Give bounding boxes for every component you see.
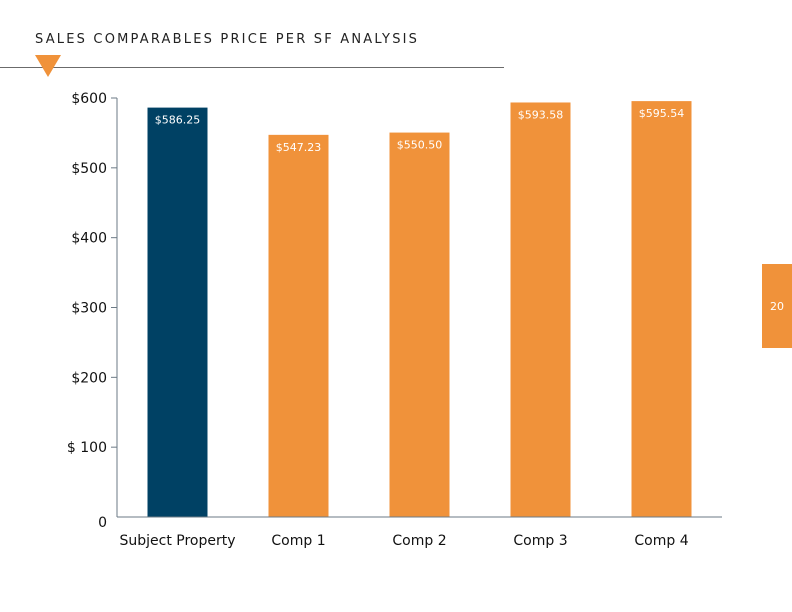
x-category-label: Comp 2 [392, 533, 446, 549]
bar-value-label: $547.23 [276, 141, 322, 154]
y-tick-label: 0 [98, 515, 107, 531]
bar-3 [389, 132, 450, 517]
bar-value-label: $550.50 [397, 139, 443, 152]
bar-value-label: $586.25 [155, 114, 201, 127]
header-divider [0, 67, 504, 68]
page-number-tab: 20 [762, 264, 792, 348]
y-tick-label: $200 [71, 370, 107, 386]
y-tick-label: $600 [71, 91, 107, 107]
bar-5 [631, 101, 692, 517]
x-category-label: Comp 1 [271, 533, 325, 549]
bar-2 [268, 134, 329, 517]
y-axis: 0 $ 100 $200 $300 $400 $500 $600 [67, 91, 118, 531]
y-tick-label: $500 [71, 161, 107, 177]
bar-value-label: $595.54 [639, 107, 685, 120]
bar-value-label: $593.58 [518, 108, 564, 121]
x-category-label: Comp 3 [513, 533, 567, 549]
triangle-marker-icon [35, 55, 61, 77]
bars: $586.25 $547.23 $550.50 $593.58 $595.54 [147, 101, 692, 517]
y-tick-label: $300 [71, 301, 107, 317]
x-axis: Subject Property Comp 1 Comp 2 Comp 3 Comp 4 [117, 516, 722, 549]
bar-1 [147, 107, 208, 517]
x-category-label: Subject Property [119, 533, 235, 549]
y-tick-label: $ 100 [67, 440, 107, 456]
y-tick-label: $400 [71, 231, 107, 247]
page-number: 20 [770, 299, 784, 313]
page-title: SALES COMPARABLES PRICE PER SF ANALYSIS [35, 32, 420, 47]
bar-4 [510, 102, 571, 517]
x-category-label: Comp 4 [634, 533, 688, 549]
